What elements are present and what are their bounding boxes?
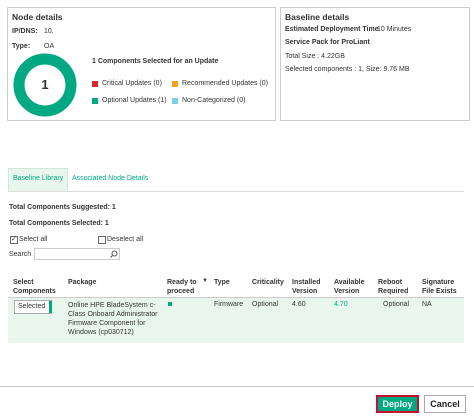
- donut-ring: [13, 53, 77, 117]
- row-bg: [8, 298, 464, 343]
- donut-count: 1: [41, 77, 48, 92]
- node-panel: [7, 7, 276, 121]
- selected-indicator: [49, 301, 52, 313]
- reboot: Optional: [383, 301, 410, 308]
- column-header: Criticality: [252, 279, 284, 286]
- checkbox-checked[interactable]: ✓: [10, 236, 18, 244]
- total-size: Total Size : 4.22GB: [285, 53, 345, 60]
- signature: NA: [422, 301, 432, 308]
- legend-swatch: [172, 81, 178, 87]
- package: Online HPE BladeSystem c-Class Onboard A…: [68, 302, 158, 336]
- node-summary: 1 Components Selected for an Update: [92, 58, 219, 65]
- footer-line: [0, 386, 474, 387]
- deselect-all[interactable]: Deselect all: [107, 236, 144, 243]
- deployment-value: 10 Minutes: [377, 26, 412, 33]
- type-label: Type:: [12, 43, 31, 50]
- baseline-name: Service Pack for ProLiant: [285, 39, 370, 46]
- legend-swatch: [92, 81, 98, 87]
- header-line: [8, 297, 464, 298]
- column-header: Ready to proceed: [167, 279, 197, 295]
- active-tab-bg: [8, 168, 68, 192]
- suggested: Total Components Suggested: 1: [9, 204, 116, 211]
- legend-label: Critical Updates (0): [102, 80, 162, 87]
- deploy-button[interactable]: Deploy: [376, 395, 419, 413]
- divider: [8, 191, 464, 192]
- search-label: Search: [9, 251, 32, 258]
- deployment-label: Estimated Deployment Time: [285, 26, 379, 33]
- criticality: Optional: [252, 301, 279, 308]
- type: Firmware: [214, 301, 244, 308]
- ip-value: 10.: [44, 28, 54, 35]
- ready-icon: [168, 302, 172, 306]
- selected: Total Components Selected: 1: [9, 220, 109, 227]
- column-header: Available Version: [334, 279, 365, 295]
- selected-size: Selected components : 1, Size: 9.76 MB: [285, 66, 410, 73]
- node-title: Node details: [12, 12, 63, 22]
- column-header: Select Components: [13, 279, 56, 295]
- ip-label: IP/DNS:: [12, 28, 38, 35]
- legend-label: Non-Categorized (0): [182, 97, 246, 104]
- baseline-title: Baseline details: [285, 12, 350, 22]
- checkbox[interactable]: [98, 236, 106, 244]
- legend-swatch: [172, 98, 178, 104]
- search-icon[interactable]: [110, 250, 118, 258]
- filter-icon[interactable]: ▼: [202, 278, 208, 284]
- legend-label: Recommended Updates (0): [182, 80, 268, 87]
- tab[interactable]: Baseline Library: [13, 175, 64, 182]
- column-header: Reboot Required: [378, 279, 409, 295]
- available: 4.70: [334, 301, 348, 308]
- legend-label: Optional Updates (1): [102, 97, 167, 104]
- column-header: Signature File Exists: [422, 279, 457, 295]
- baseline-panel: [280, 7, 470, 121]
- donut: 1: [13, 53, 77, 117]
- column-header: Package: [68, 279, 97, 286]
- type-value: OA: [44, 43, 55, 50]
- cancel-button[interactable]: Cancel: [424, 395, 466, 413]
- select-text[interactable]: Selected: [18, 303, 46, 310]
- tab[interactable]: Associated Node Details: [72, 175, 149, 182]
- column-header: Type: [214, 279, 230, 286]
- installed: 4.60: [292, 301, 306, 308]
- legend-swatch: [92, 98, 98, 104]
- select-all[interactable]: Select all: [19, 236, 48, 243]
- search-input[interactable]: [34, 248, 120, 260]
- column-header: Installed Version: [292, 279, 321, 295]
